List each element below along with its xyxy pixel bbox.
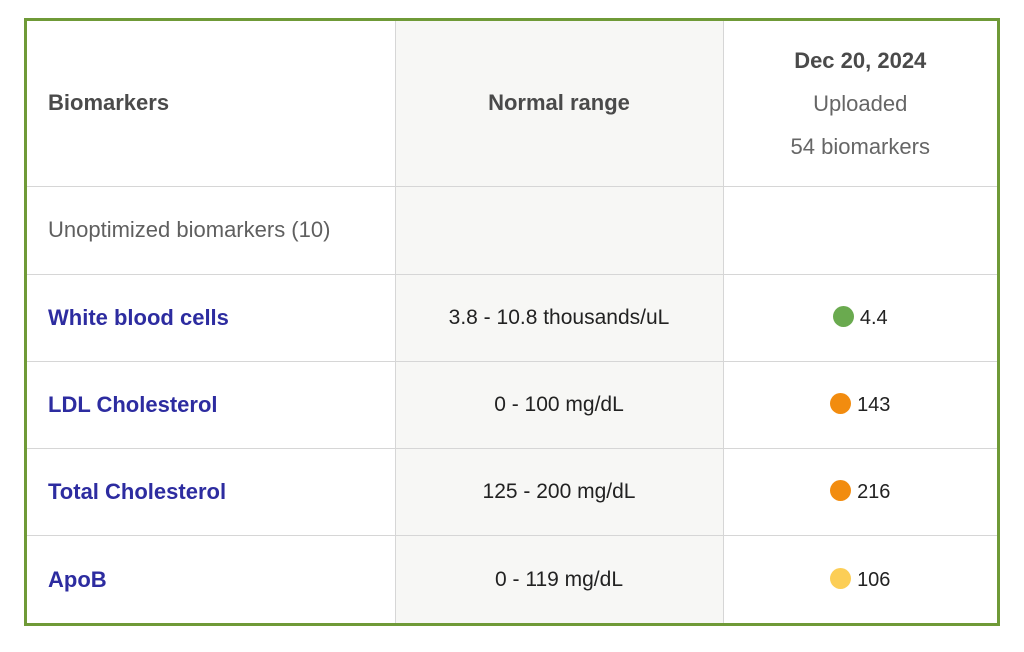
section-label: Unoptimized biomarkers (10) — [27, 185, 396, 275]
status-dot-icon — [830, 567, 852, 589]
table-row: LDL Cholesterol 0 - 100 mg/dL 143 — [27, 361, 997, 450]
table-row: White blood cells 3.8 - 10.8 thousands/u… — [27, 273, 997, 363]
result-cell: 106 — [722, 535, 997, 623]
date-column-header: Dec 20, 2024 Uploaded 54 biomarkers — [722, 21, 997, 187]
test-date: Dec 20, 2024 — [794, 47, 927, 73]
normal-range-cell: 0 - 119 mg/dL — [394, 535, 724, 623]
status-dot-icon — [830, 480, 852, 502]
biomarkers-column-header: Biomarkers — [27, 21, 396, 187]
result-value: 4.4 — [859, 306, 888, 329]
normal-range-cell: 125 - 200 mg/dL — [394, 448, 724, 537]
result-value: 216 — [857, 481, 891, 504]
result-value: 106 — [857, 568, 891, 591]
result-cell: 4.4 — [722, 273, 997, 363]
status-dot-icon — [832, 305, 854, 327]
biomarker-link-ldl-cholesterol[interactable]: LDL Cholesterol — [27, 361, 396, 450]
upload-status: Uploaded — [813, 90, 908, 116]
biomarkers-table: Biomarkers Normal range Dec 20, 2024 Upl… — [27, 21, 997, 623]
biomarker-link-total-cholesterol[interactable]: Total Cholesterol — [27, 448, 396, 537]
table-row: Total Cholesterol 125 - 200 mg/dL 216 — [27, 448, 997, 537]
biomarker-link-apob[interactable]: ApoB — [27, 535, 396, 623]
biomarker-link-white-blood-cells[interactable]: White blood cells — [27, 273, 396, 363]
table-header-row: Biomarkers Normal range Dec 20, 2024 Upl… — [27, 21, 997, 187]
result-value: 143 — [857, 394, 891, 417]
biomarkers-table-frame: Biomarkers Normal range Dec 20, 2024 Upl… — [24, 18, 1000, 626]
section-row: Unoptimized biomarkers (10) — [27, 185, 997, 275]
section-empty-cell — [722, 185, 997, 275]
normal-range-cell: 0 - 100 mg/dL — [394, 361, 724, 450]
status-dot-icon — [830, 393, 852, 415]
section-empty-cell — [394, 185, 724, 275]
result-cell: 216 — [722, 448, 997, 537]
biomarker-count: 54 biomarkers — [790, 133, 930, 159]
result-cell: 143 — [722, 361, 997, 450]
normal-range-cell: 3.8 - 10.8 thousands/uL — [394, 273, 724, 363]
normal-range-column-header: Normal range — [394, 21, 724, 187]
table-row: ApoB 0 - 119 mg/dL 106 — [27, 535, 997, 623]
